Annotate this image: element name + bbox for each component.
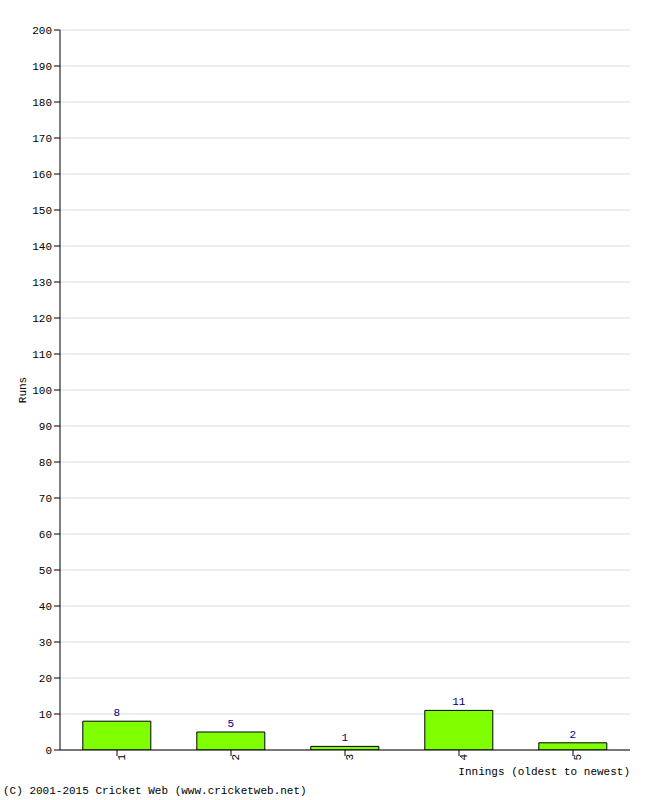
svg-text:200: 200 (32, 25, 52, 37)
html-text:(C) 2001-2015 Cricket Web (www: (C) 2001-2015 Cricket Web (www.cricketwe… (3, 785, 307, 797)
svg-text:160: 160 (32, 169, 52, 181)
svg-text:5: 5 (572, 754, 584, 761)
svg-text:8: 8 (113, 707, 120, 719)
svg-text:190: 190 (32, 61, 52, 73)
svg-text:0: 0 (45, 745, 52, 757)
svg-text:150: 150 (32, 205, 52, 217)
svg-text:20: 20 (39, 673, 52, 685)
html-text:Innings (oldest to newest): Innings (oldest to newest) (458, 766, 630, 778)
svg-text:180: 180 (32, 97, 52, 109)
svg-text:5: 5 (227, 718, 234, 730)
svg-text:40: 40 (39, 601, 52, 613)
svg-text:Runs: Runs (17, 377, 29, 403)
svg-text:170: 170 (32, 133, 52, 145)
svg-text:3: 3 (344, 754, 356, 761)
svg-text:2: 2 (230, 754, 242, 761)
svg-text:120: 120 (32, 313, 52, 325)
svg-text:130: 130 (32, 277, 52, 289)
svg-text:110: 110 (32, 349, 52, 361)
svg-text:70: 70 (39, 493, 52, 505)
svg-text:1: 1 (116, 754, 128, 761)
svg-text:80: 80 (39, 457, 52, 469)
svg-text:10: 10 (39, 709, 52, 721)
svg-text:50: 50 (39, 565, 52, 577)
svg-text:60: 60 (39, 529, 52, 541)
svg-text:100: 100 (32, 385, 52, 397)
svg-text:11: 11 (452, 696, 466, 708)
svg-text:90: 90 (39, 421, 52, 433)
svg-text:2: 2 (569, 729, 576, 741)
svg-text:4: 4 (458, 754, 470, 761)
svg-text:1: 1 (341, 732, 348, 744)
svg-text:140: 140 (32, 241, 52, 253)
svg-text:30: 30 (39, 637, 52, 649)
